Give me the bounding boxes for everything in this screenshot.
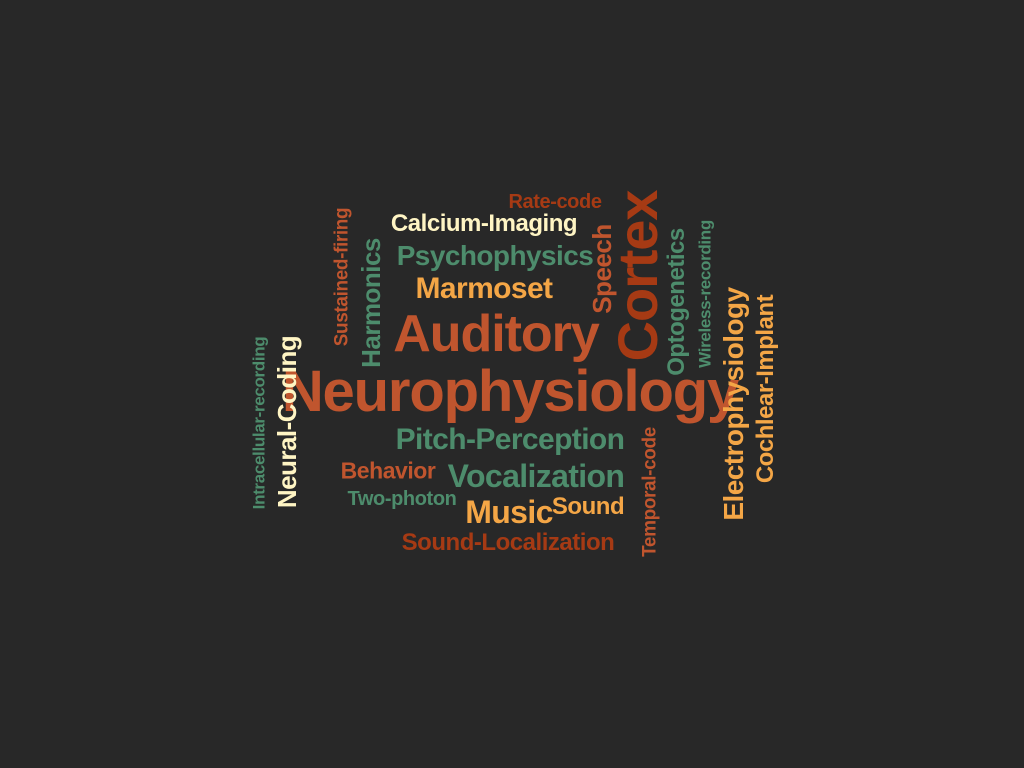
word-harmonics: Harmonics	[356, 238, 386, 368]
word-pitch-perception: Pitch-Perception	[395, 423, 625, 456]
word-wireless-recording: Wireless-recording	[695, 220, 715, 368]
word-psychophysics: Psychophysics	[396, 240, 594, 271]
word-calcium-imaging: Calcium-Imaging	[390, 210, 578, 237]
word-auditory: Auditory	[393, 305, 599, 363]
word-optogenetics: Optogenetics	[663, 228, 690, 376]
word-sustained-firing: Sustained-firing	[331, 207, 353, 347]
word-cochlear-implant: Cochlear-Implant	[752, 294, 779, 484]
word-sound: Sound	[551, 493, 625, 520]
word-marmoset: Marmoset	[415, 272, 554, 305]
word-speech: Speech	[587, 224, 617, 314]
word-music: Music	[465, 494, 553, 530]
word-two-photon: Two-photon	[347, 488, 457, 510]
word-neurophysiology: Neurophysiology	[281, 359, 739, 424]
word-rate-code: Rate-code	[508, 191, 602, 213]
word-temporal-code: Temporal-code	[639, 427, 661, 557]
word-intracellular-recording: Intracellular-recording	[249, 336, 269, 510]
word-neural-coding: Neural-Coding	[272, 335, 302, 509]
word-electrophysiology: Electrophysiology	[718, 287, 749, 521]
word-cortex: Cortex	[606, 190, 669, 362]
word-sound-localization: Sound-Localization	[401, 529, 615, 556]
word-behavior: Behavior	[340, 457, 436, 484]
word-vocalization: Vocalization	[447, 458, 625, 494]
